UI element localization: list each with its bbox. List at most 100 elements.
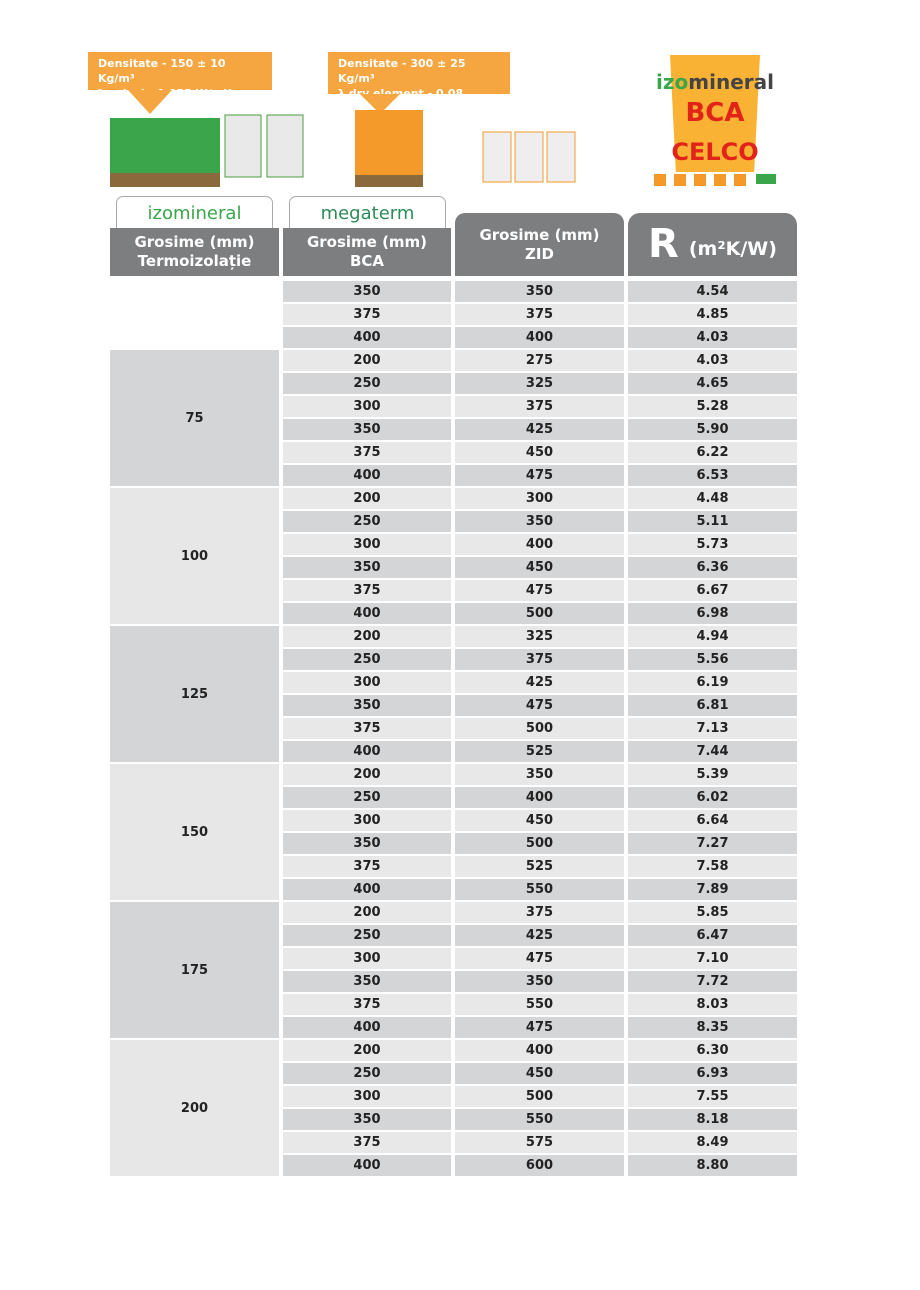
table-cell: 4.03 [628, 350, 797, 371]
table-cell: 475 [455, 465, 624, 486]
table-cell: 7.55 [628, 1086, 797, 1107]
table-cell: 200 [283, 626, 451, 647]
table-cell: 200 [283, 764, 451, 785]
header-line: BCA [349, 252, 385, 270]
table-cell: 350 [455, 764, 624, 785]
table-cell: 325 [455, 626, 624, 647]
table-cell: 500 [455, 833, 624, 854]
insulation-cell: 150 [110, 764, 279, 900]
insulation-cell: 200 [110, 1040, 279, 1176]
header-line: Termoizolație [137, 252, 252, 270]
header-symbol: R [648, 221, 679, 267]
table-cell: 400 [283, 603, 451, 624]
table-cell: 375 [283, 304, 451, 325]
column-header: Grosime (mm) Termoizolație [110, 228, 279, 276]
callout: Densitate - 150 ± 10 Kg/m³ λ calcul - 0,… [88, 52, 272, 100]
brand-izomineral: izomineral [656, 70, 774, 94]
table-cell: 5.73 [628, 534, 797, 555]
table-cell: 7.58 [628, 856, 797, 877]
table-cell: 375 [455, 649, 624, 670]
table-cell: 350 [283, 419, 451, 440]
brand-bca: BCA [685, 98, 745, 128]
header-line: Grosime (mm) [306, 233, 428, 251]
table-cell: 200 [283, 488, 451, 509]
callout-pointer [128, 90, 172, 114]
table-cell: 350 [455, 971, 624, 992]
table-cell: 6.98 [628, 603, 797, 624]
insulation-cell: 100 [110, 488, 279, 624]
table-cell: 6.36 [628, 557, 797, 578]
table-cell: 450 [455, 810, 624, 831]
table-cell: 7.13 [628, 718, 797, 739]
table-cell: 6.19 [628, 672, 797, 693]
table-cell: 6.47 [628, 925, 797, 946]
table-cell: 450 [455, 557, 624, 578]
brand-logo [652, 55, 778, 186]
table-cell: 425 [455, 925, 624, 946]
table-cell: 4.54 [628, 281, 797, 302]
table-cell: 400 [283, 741, 451, 762]
table-cell: 350 [455, 511, 624, 532]
table-cell: 475 [455, 948, 624, 969]
table-cell: 8.35 [628, 1017, 797, 1038]
table-cell: 4.85 [628, 304, 797, 325]
table-cell: 375 [283, 718, 451, 739]
table-cell: 500 [455, 718, 624, 739]
table-cell: 475 [455, 695, 624, 716]
table-cell: 275 [455, 350, 624, 371]
callout-line: Densitate - 300 ± 25 Kg/m³ [338, 57, 466, 85]
brand-text: izo [656, 70, 689, 94]
table-cell: 400 [455, 534, 624, 555]
table-cell: 4.65 [628, 373, 797, 394]
table-cell: 400 [283, 465, 451, 486]
table-cell: 300 [283, 534, 451, 555]
table-cell: 200 [283, 1040, 451, 1061]
tab-logo: izomineral [116, 196, 273, 230]
table-cell: 300 [283, 672, 451, 693]
header-unit: (m²K/W) [688, 238, 777, 260]
table-cell: 500 [455, 1086, 624, 1107]
table-cell: 5.85 [628, 902, 797, 923]
insulation-cell: 175 [110, 902, 279, 1038]
table-cell: 550 [455, 1109, 624, 1130]
table-cell: 350 [283, 557, 451, 578]
table-cell: 4.03 [628, 327, 797, 348]
table-cell: 6.02 [628, 787, 797, 808]
table-cell: 250 [283, 511, 451, 532]
table-cell: 350 [283, 971, 451, 992]
table-cell: 5.56 [628, 649, 797, 670]
table-cell: 6.53 [628, 465, 797, 486]
callout-line: λ calcul - 0,055 W/mK [98, 87, 232, 100]
table-cell: 400 [455, 1040, 624, 1061]
table-cell: 400 [283, 879, 451, 900]
table-cell: 6.81 [628, 695, 797, 716]
table-cell: 300 [283, 948, 451, 969]
insulation-cell: 125 [110, 626, 279, 762]
table-cell: 350 [283, 695, 451, 716]
table-cell: 375 [283, 856, 451, 877]
column-header: Grosime (mm) ZID [455, 213, 624, 276]
table-cell: 525 [455, 741, 624, 762]
table-cell: 6.93 [628, 1063, 797, 1084]
column-header: R (m²K/W) [628, 213, 797, 276]
table-cell: 8.80 [628, 1155, 797, 1176]
table-cell: 7.10 [628, 948, 797, 969]
table-cell: 6.67 [628, 580, 797, 601]
callout-pointer [360, 94, 400, 114]
table-cell: 550 [455, 879, 624, 900]
table-cell: 350 [283, 1109, 451, 1130]
table-cell: 7.72 [628, 971, 797, 992]
table-cell: 7.27 [628, 833, 797, 854]
insulation-cell: 75 [110, 350, 279, 486]
table-cell: 375 [455, 396, 624, 417]
table-cell: 550 [455, 994, 624, 1015]
table-cell: 6.64 [628, 810, 797, 831]
header-line: Grosime (mm) [479, 225, 600, 244]
table-cell: 8.03 [628, 994, 797, 1015]
callout-line: Densitate - 150 ± 10 Kg/m³ [98, 57, 226, 85]
table-cell: 5.39 [628, 764, 797, 785]
table-cell: 600 [455, 1155, 624, 1176]
table-cell: 8.49 [628, 1132, 797, 1153]
table-cell: 5.90 [628, 419, 797, 440]
table-cell: 300 [283, 810, 451, 831]
